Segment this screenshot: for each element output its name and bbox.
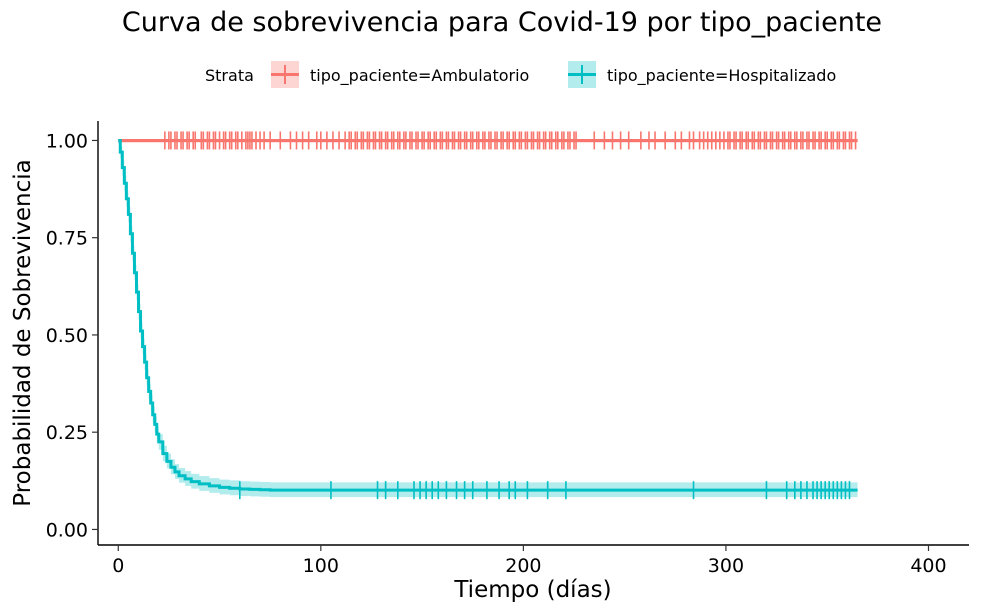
x-tick-label: 200 — [505, 555, 541, 577]
x-tick-label: 400 — [910, 555, 946, 577]
x-tick-label: 300 — [708, 555, 744, 577]
legend-key-ambulatorio — [271, 61, 299, 88]
legend-label-ambulatorio: tipo_paciente=Ambulatorio — [310, 66, 529, 86]
survival-line-hospitalizado — [118, 138, 858, 492]
chart-title: Curva de sobrevivencia para Covid-19 por… — [122, 7, 882, 38]
legend-key-hospitalizado — [568, 61, 596, 88]
legend: Strata tipo_paciente=Ambulatorio tipo_pa… — [205, 61, 836, 88]
confidence-band-hospitalizado — [118, 140, 858, 498]
y-tick-label: 0.25 — [46, 422, 88, 444]
legend-label-hospitalizado: tipo_paciente=Hospitalizado — [607, 66, 836, 86]
legend-title: Strata — [205, 66, 254, 85]
x-tick-label: 0 — [112, 555, 124, 577]
y-tick-label: 0.75 — [46, 228, 88, 250]
axes: 0 100 200 300 400 0.00 0.25 0.50 0.75 1.00 — [46, 121, 969, 577]
y-tick-label: 0.50 — [46, 325, 88, 347]
y-tick-label: 1.00 — [46, 130, 88, 152]
x-tick-label: 100 — [303, 555, 339, 577]
plot-area — [118, 131, 858, 500]
y-axis-title: Probabilidad de Sobrevivencia — [10, 159, 36, 506]
y-tick-label: 0.00 — [46, 519, 88, 541]
x-axis-title: Tiempo (días) — [453, 577, 611, 603]
